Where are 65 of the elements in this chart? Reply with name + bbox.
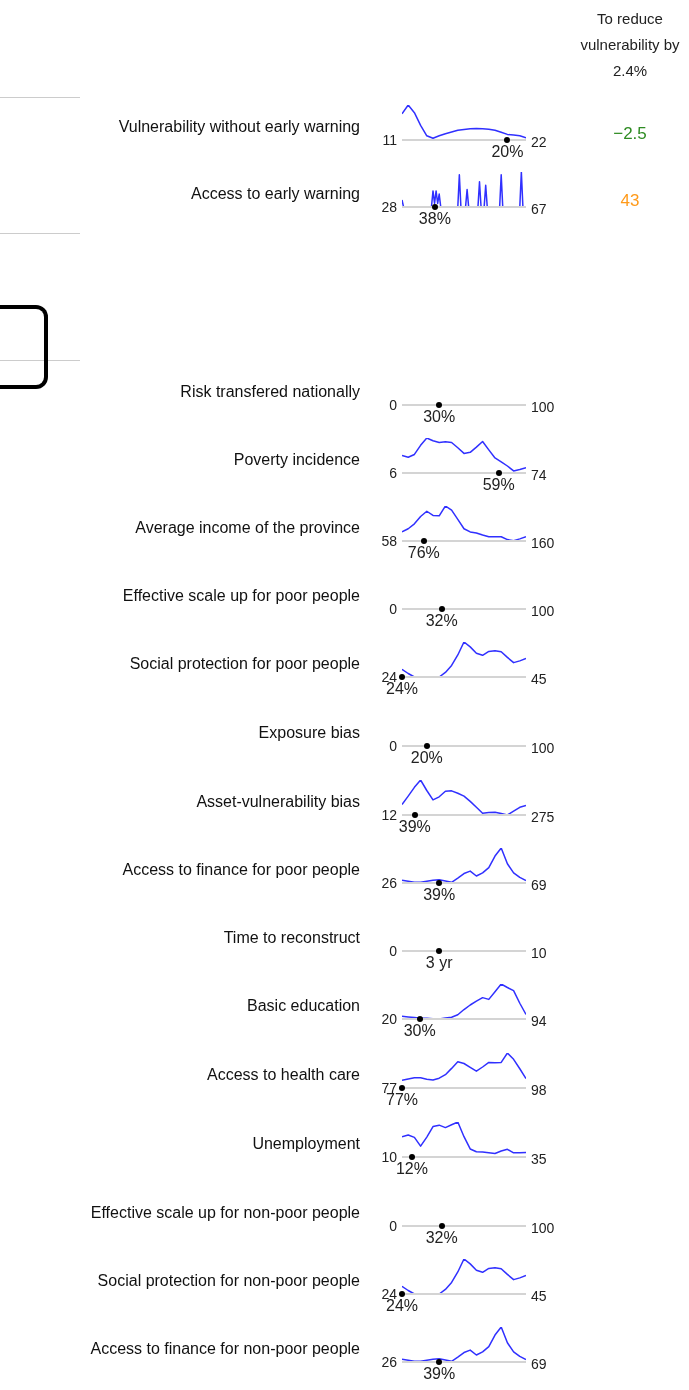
text: 32%: [424, 1229, 459, 1247]
text: 10: [381, 1149, 397, 1165]
text: 39%: [422, 1365, 457, 1383]
text: 69: [531, 877, 547, 893]
text: Social protection for poor people: [129, 655, 360, 673]
text: 58: [381, 533, 397, 549]
text: −2.5: [612, 124, 648, 144]
text: 39%: [398, 818, 431, 835]
text: 0: [389, 943, 397, 959]
text: Vulnerability without early warning: [118, 118, 360, 136]
text: 10: [531, 945, 547, 961]
text: 11: [382, 132, 397, 148]
text: 160: [531, 535, 555, 551]
text: 26: [381, 1354, 397, 1370]
text: 26: [381, 875, 397, 891]
text: Basic education: [247, 997, 360, 1015]
text: 43: [619, 191, 641, 211]
text: Exposure bias: [258, 724, 360, 742]
text: 67: [531, 201, 547, 217]
text: 30%: [422, 408, 457, 426]
text: 45: [531, 671, 547, 687]
text: 0: [389, 738, 397, 754]
text: 20: [381, 1011, 397, 1027]
text: 94: [531, 1013, 547, 1029]
text: Average income of the province: [135, 519, 360, 537]
text: To reduce vulnerability by 2.4%: [579, 9, 681, 81]
text: Asset-vulnerability bias: [196, 793, 360, 811]
text: Poverty incidence: [233, 451, 360, 469]
text: 30%: [403, 1022, 436, 1039]
text: 0: [389, 1218, 397, 1234]
text: 28: [381, 199, 397, 215]
text: 20%: [410, 749, 443, 766]
text: 35: [531, 1151, 547, 1167]
text: 59%: [482, 476, 515, 493]
text: Access to early warning: [191, 185, 360, 203]
text: 12: [381, 807, 397, 823]
text: Effective scale up for non-poor people: [90, 1204, 360, 1222]
text: Time to reconstruct: [223, 929, 360, 947]
text: 74: [531, 467, 547, 483]
text: 45: [531, 1288, 547, 1304]
text: 38%: [418, 210, 451, 227]
text: 3 yr: [424, 954, 454, 972]
text: 100: [531, 603, 555, 619]
text: Effective scale up for poor people: [122, 587, 360, 605]
text: 0: [389, 601, 397, 617]
text: 22: [531, 134, 547, 150]
text: 100: [531, 740, 555, 756]
text: 6: [389, 465, 397, 481]
text: Access to health care: [207, 1066, 360, 1084]
text: Unemployment: [252, 1135, 360, 1153]
text: 100: [531, 399, 555, 415]
text: Access to finance for poor people: [122, 861, 360, 879]
text: Social protection for non-poor people: [97, 1272, 360, 1290]
text: 100: [531, 1220, 555, 1236]
text: Access to finance for non-poor people: [90, 1340, 360, 1358]
text: 12%: [395, 1160, 429, 1178]
text: 0: [389, 397, 397, 413]
text: 69: [531, 1356, 547, 1372]
text: 275: [531, 809, 555, 825]
text: 20%: [491, 143, 524, 160]
text: 39%: [422, 886, 457, 904]
text: 32%: [424, 612, 459, 630]
text: Risk transfered nationally: [180, 383, 360, 401]
text: 76%: [407, 544, 440, 561]
text: 98: [531, 1082, 547, 1098]
